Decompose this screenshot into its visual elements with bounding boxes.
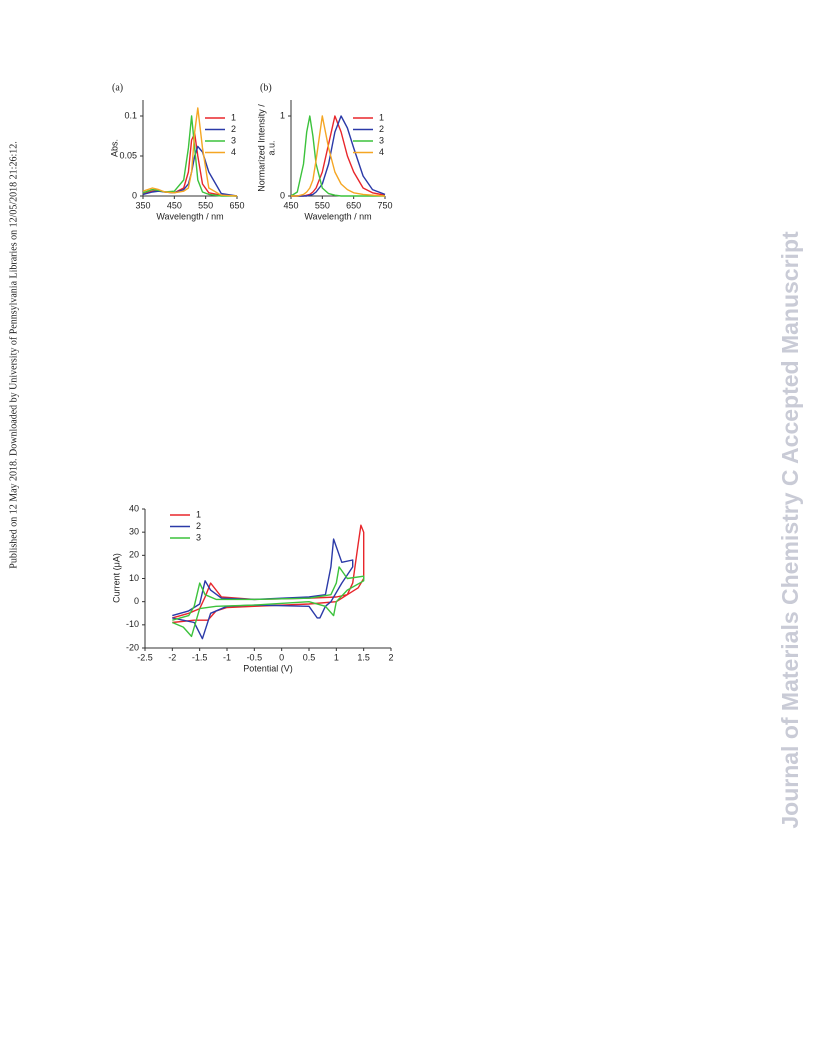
legend-label: 3 xyxy=(231,135,236,145)
x-tick-label: -0.5 xyxy=(247,652,263,662)
legend-label: 1 xyxy=(231,112,236,122)
side-note: Published on 12 May 2018. Downloaded by … xyxy=(8,141,19,568)
y-tick-label: 0.1 xyxy=(124,110,137,120)
series-line xyxy=(290,115,385,197)
legend-label: 1 xyxy=(379,112,384,122)
y-tick-label: 40 xyxy=(129,503,139,513)
y-tick-label: 10 xyxy=(129,573,139,583)
watermark: Journal of Materials Chemistry C Accepte… xyxy=(777,231,803,829)
x-tick-label: 750 xyxy=(377,200,392,210)
series-line xyxy=(291,115,386,197)
y-tick-label: 30 xyxy=(129,527,139,537)
x-tick-label: 550 xyxy=(198,200,213,210)
series-line xyxy=(172,566,365,638)
y-axis-title: Current (μA) xyxy=(111,553,121,603)
x-axis-title: Wavelength / nm xyxy=(156,211,223,221)
legend-label: 2 xyxy=(379,124,384,134)
series-line xyxy=(142,107,238,197)
y-tick-label: 1 xyxy=(280,110,285,120)
y-axis-title: a.u. xyxy=(266,140,276,155)
panel-label: (a) xyxy=(112,82,123,93)
series-line xyxy=(291,115,386,197)
x-axis-title: Wavelength / nm xyxy=(304,211,371,221)
x-tick-label: 1 xyxy=(334,652,339,662)
legend-label: 3 xyxy=(379,135,384,145)
x-tick-label: 0.5 xyxy=(303,652,316,662)
legend-label: 2 xyxy=(196,521,201,531)
x-tick-label: 350 xyxy=(135,200,150,210)
x-tick-label: 1.5 xyxy=(357,652,370,662)
y-axis-title: Normarized Intensity / xyxy=(256,104,266,192)
legend-label: 1 xyxy=(196,509,201,519)
y-tick-label: 0.05 xyxy=(119,150,137,160)
panel-label: (b) xyxy=(260,82,272,93)
x-tick-label: 2 xyxy=(388,652,393,662)
y-tick-label: 0 xyxy=(280,190,285,200)
x-axis-title: Potential (V) xyxy=(243,663,293,673)
y-tick-label: 20 xyxy=(129,550,139,560)
y-tick-label: -10 xyxy=(126,619,139,629)
x-tick-label: -2.5 xyxy=(137,652,153,662)
x-tick-label: 0 xyxy=(279,652,284,662)
legend-label: 4 xyxy=(379,147,384,157)
y-tick-label: 0 xyxy=(134,596,139,606)
y-tick-label: -20 xyxy=(126,642,139,652)
y-axis-title: Abs. xyxy=(109,139,119,157)
x-tick-label: -1.5 xyxy=(192,652,208,662)
series-line xyxy=(142,132,238,197)
x-tick-label: 450 xyxy=(167,200,182,210)
x-tick-label: 450 xyxy=(283,200,298,210)
x-tick-label: 550 xyxy=(315,200,330,210)
x-tick-label: 650 xyxy=(229,200,244,210)
series-line xyxy=(291,115,386,197)
x-tick-label: 650 xyxy=(346,200,361,210)
x-tick-label: -1 xyxy=(223,652,231,662)
legend-label: 3 xyxy=(196,532,201,542)
x-tick-label: -2 xyxy=(168,652,176,662)
legend-label: 2 xyxy=(231,124,236,134)
legend-label: 4 xyxy=(231,147,236,157)
y-tick-label: 0 xyxy=(132,190,137,200)
series-line xyxy=(172,538,354,640)
